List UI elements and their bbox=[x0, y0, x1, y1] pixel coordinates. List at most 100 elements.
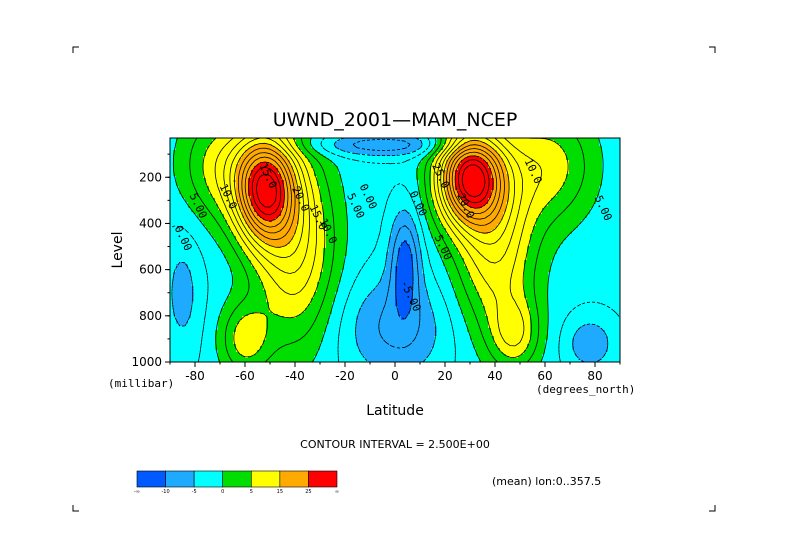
field-cell bbox=[239, 206, 255, 209]
field-cell bbox=[176, 266, 189, 269]
field-cell bbox=[338, 172, 417, 175]
field-cell bbox=[425, 218, 441, 221]
field-cell bbox=[170, 260, 228, 263]
field-cell bbox=[254, 234, 294, 237]
field-cell bbox=[437, 140, 447, 143]
field-cell bbox=[326, 242, 348, 245]
field-cell bbox=[587, 216, 620, 219]
field-cell bbox=[251, 172, 279, 175]
field-cell bbox=[407, 210, 426, 213]
field-cell bbox=[437, 330, 468, 333]
field-cell bbox=[542, 210, 591, 213]
field-cell bbox=[188, 206, 219, 209]
field-cell bbox=[293, 166, 312, 169]
field-cell bbox=[527, 256, 555, 259]
field-cell bbox=[443, 184, 456, 187]
field-cell bbox=[218, 322, 240, 325]
field-cell bbox=[521, 354, 543, 357]
field-cell bbox=[446, 166, 459, 169]
field-cell bbox=[428, 154, 438, 157]
field-cell bbox=[419, 242, 435, 245]
field-cell bbox=[578, 356, 603, 359]
field-cell bbox=[170, 224, 204, 227]
field-cell bbox=[461, 220, 501, 223]
field-cell bbox=[605, 332, 620, 335]
field-cell bbox=[206, 154, 243, 157]
field-cell bbox=[191, 270, 231, 273]
field-cell bbox=[398, 248, 411, 251]
field-cell bbox=[488, 320, 531, 323]
field-cell bbox=[323, 266, 345, 269]
field-cell bbox=[206, 228, 231, 231]
field-cell bbox=[548, 274, 620, 277]
field-cell bbox=[425, 276, 450, 279]
field-cell bbox=[323, 250, 348, 253]
field-cell bbox=[467, 266, 525, 269]
field-cell bbox=[419, 190, 432, 193]
field-cell bbox=[596, 324, 620, 327]
field-cell bbox=[455, 178, 495, 181]
field-cell bbox=[203, 168, 237, 171]
field-cell bbox=[464, 320, 489, 323]
field-cell bbox=[458, 166, 489, 169]
field-cell bbox=[413, 258, 423, 261]
field-cell bbox=[506, 202, 549, 205]
field-cell bbox=[320, 200, 345, 203]
field-cell bbox=[416, 176, 432, 179]
field-cell bbox=[221, 310, 270, 313]
field-cell bbox=[296, 142, 312, 145]
field-cell bbox=[191, 312, 222, 315]
field-cell bbox=[458, 252, 528, 255]
field-cell bbox=[377, 286, 396, 289]
field-cell bbox=[530, 234, 570, 237]
field-cell bbox=[413, 274, 426, 277]
field-cell bbox=[608, 340, 620, 343]
field-cell bbox=[545, 206, 594, 209]
field-cell bbox=[551, 200, 597, 203]
field-cell bbox=[239, 322, 267, 325]
field-cell bbox=[401, 244, 411, 247]
field-cell bbox=[476, 350, 501, 353]
field-cell bbox=[491, 334, 531, 337]
field-cell bbox=[326, 240, 348, 243]
field-cell bbox=[398, 308, 411, 311]
field-cell bbox=[269, 308, 306, 311]
field-cell bbox=[497, 346, 528, 349]
field-cell bbox=[431, 196, 447, 199]
field-cell bbox=[560, 244, 620, 247]
field-cell bbox=[173, 306, 192, 309]
field-cell bbox=[470, 206, 483, 209]
field-cell bbox=[569, 164, 603, 167]
field-cell bbox=[608, 344, 620, 347]
field-cell bbox=[428, 298, 459, 301]
field-cell bbox=[236, 172, 252, 175]
field-cell bbox=[524, 260, 552, 263]
field-cell bbox=[569, 168, 603, 171]
y-tick-label: 600 bbox=[139, 263, 162, 277]
field-cell bbox=[170, 228, 207, 231]
field-cell bbox=[497, 152, 567, 155]
field-cell bbox=[272, 144, 297, 147]
field-cell bbox=[491, 328, 531, 331]
field-cell bbox=[362, 354, 429, 357]
field-cell bbox=[317, 182, 342, 185]
field-cell bbox=[494, 178, 510, 181]
field-cell bbox=[176, 144, 210, 147]
field-cell bbox=[173, 290, 195, 293]
field-cell bbox=[524, 284, 549, 287]
field-cell bbox=[233, 342, 264, 345]
field-cell bbox=[446, 228, 474, 231]
field-cell bbox=[566, 152, 603, 155]
x-tick-label: 80 bbox=[587, 369, 602, 383]
field-cell bbox=[257, 274, 321, 277]
field-cell bbox=[170, 320, 177, 323]
field-cell bbox=[434, 240, 453, 243]
field-cell bbox=[485, 204, 507, 207]
field-cell bbox=[206, 184, 237, 187]
field-cell bbox=[194, 286, 234, 289]
field-cell bbox=[281, 150, 303, 153]
field-cell bbox=[527, 298, 549, 301]
field-cell bbox=[413, 260, 423, 263]
field-cell bbox=[218, 318, 243, 321]
field-cell bbox=[227, 298, 267, 301]
